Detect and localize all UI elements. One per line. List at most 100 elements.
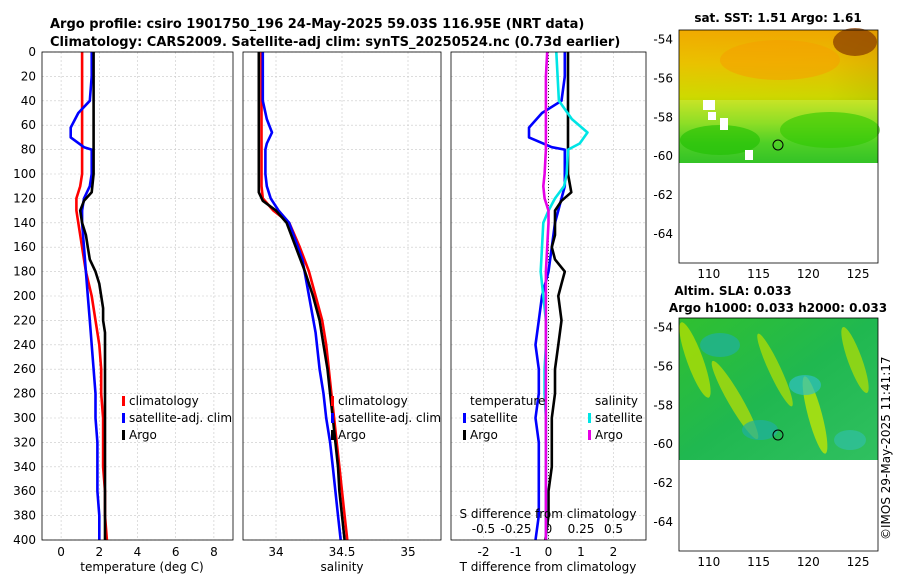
sst-map-title: sat. SST: 1.51 Argo: 1.61	[694, 11, 861, 25]
difference-legend: temperature satellite Argo salinity sate…	[463, 394, 643, 442]
x-tick-label: 1	[577, 545, 585, 559]
salinity-legend: climatology satellite-adj. clim Argo	[331, 394, 441, 442]
depth-tick-label: 180	[13, 265, 36, 279]
temperature-panel: 0 2 4 6 8	[41, 51, 234, 559]
plot-frame	[450, 51, 647, 541]
salinity-panel: 34 34.5 35	[242, 51, 442, 559]
temperature-xlabel: temperature (deg C)	[80, 560, 203, 574]
x-tick-label: 6	[172, 545, 180, 559]
series-line-t-satellite	[527, 52, 567, 541]
series-line-s-difference	[541, 51, 550, 540]
difference-xlabel: T difference from climatology	[459, 560, 637, 574]
sst-cloud-gap	[708, 112, 716, 120]
legend-climatology: climatology	[338, 394, 408, 408]
map-x-tick-label: 120	[797, 555, 820, 569]
map-y-tick-label: -60	[653, 149, 673, 163]
legend-satellite: satellite-adj. clim	[338, 411, 441, 425]
depth-tick-label: 40	[21, 94, 36, 108]
temperature-legend: climatology satellite-adj. clim Argo	[122, 394, 232, 442]
map-x-tick-label: 120	[797, 267, 820, 281]
legend-s-satellite: satellite	[595, 411, 643, 425]
depth-tick-label: 20	[21, 69, 36, 83]
sst-warm-blob	[720, 40, 840, 80]
legend-satellite-swatch	[331, 413, 334, 423]
map-y-tick-label: -58	[653, 110, 673, 124]
sst-frame	[678, 29, 879, 264]
sla-low-patch	[742, 420, 778, 440]
depth-tick-label: 80	[21, 143, 36, 157]
legend-s-argo-swatch	[588, 430, 591, 440]
map-y-tick-label: -64	[653, 227, 673, 241]
map-x-tick-label: 110	[697, 555, 720, 569]
sst-map	[678, 28, 880, 264]
x-tick-label: 34	[268, 545, 283, 559]
map-y-tick-label: -54	[653, 321, 673, 335]
map-x-tick-label: 125	[847, 267, 870, 281]
depth-tick-label: 100	[13, 167, 36, 181]
map-y-tick-label: -58	[653, 398, 673, 412]
sst-cloud-gap	[720, 118, 728, 130]
depth-tick-label: 200	[13, 289, 36, 303]
series-line-satellite	[261, 52, 342, 541]
depth-tick-label: 240	[13, 338, 36, 352]
series-line-argo	[257, 52, 346, 541]
secondary-x-tick-label: -0.25	[500, 522, 531, 536]
sst-axis: 110 115 120 125 -54 -56 -58 -60 -62 -64	[653, 33, 869, 281]
legend-salinity-title: salinity	[595, 394, 638, 408]
legend-satellite-swatch	[122, 413, 125, 423]
legend-argo-swatch	[331, 430, 334, 440]
difference-secondary-xlabel: S difference from climatology	[460, 507, 637, 521]
sla-map	[678, 317, 879, 552]
depth-tick-label: 340	[13, 460, 36, 474]
map-x-tick-label: 125	[847, 555, 870, 569]
legend-temperature-title: temperature	[470, 394, 545, 408]
x-tick-label: 2	[610, 545, 618, 559]
depth-tick-label: 380	[13, 509, 36, 523]
sla-frame	[678, 317, 879, 552]
plot-frame	[41, 51, 234, 541]
legend-argo-swatch	[122, 430, 125, 440]
plot-frame	[242, 51, 442, 541]
x-tick-label: 2	[95, 545, 103, 559]
sst-cloud-gap	[745, 150, 753, 160]
x-tick-label: 35	[400, 545, 415, 559]
legend-t-argo: Argo	[470, 428, 498, 442]
depth-tick-label: 280	[13, 387, 36, 401]
secondary-x-tick-label: 0	[545, 522, 553, 536]
depth-tick-label: 360	[13, 484, 36, 498]
sst-cloud-gap	[703, 100, 715, 110]
sla-low-patch	[700, 333, 740, 357]
legend-t-satellite-swatch	[463, 413, 466, 423]
x-tick-label: 34.5	[329, 545, 356, 559]
legend-climatology: climatology	[129, 394, 199, 408]
depth-tick-label: 140	[13, 216, 36, 230]
map-y-tick-label: -56	[653, 360, 673, 374]
sla-low-patch	[789, 375, 821, 395]
series-line-satellite	[69, 52, 101, 540]
depth-tick-label: 300	[13, 411, 36, 425]
secondary-x-tick-label: 0.25	[568, 522, 595, 536]
depth-tick-label: 320	[13, 435, 36, 449]
depth-tick-label: 0	[28, 45, 36, 59]
x-tick-label: 8	[210, 545, 218, 559]
legend-climatology-swatch	[122, 396, 125, 406]
sla-argo-marker	[772, 429, 784, 441]
map-y-tick-label: -54	[653, 33, 673, 47]
depth-tick-label: 260	[13, 362, 36, 376]
header-line-2: Climatology: CARS2009. Satellite-adj cli…	[50, 35, 620, 50]
sla-low-patch	[834, 430, 866, 450]
map-y-tick-label: -62	[653, 476, 673, 490]
legend-s-satellite-swatch	[588, 413, 591, 423]
map-x-tick-label: 115	[747, 267, 770, 281]
sla-high-streak	[679, 322, 711, 398]
depth-tick-label: 220	[13, 313, 36, 327]
imos-watermark: ©IMOS 29-May-2025 11:41:17	[879, 356, 893, 540]
sst-cool-blob	[780, 112, 880, 148]
map-y-tick-label: -62	[653, 188, 673, 202]
secondary-x-tick-label: -0.5	[472, 522, 495, 536]
x-tick-label: -1	[510, 545, 522, 559]
sst-argo-marker	[772, 139, 784, 151]
legend-s-argo: Argo	[595, 428, 623, 442]
legend-satellite: satellite-adj. clim	[129, 411, 232, 425]
sla-high-streak	[802, 376, 828, 454]
